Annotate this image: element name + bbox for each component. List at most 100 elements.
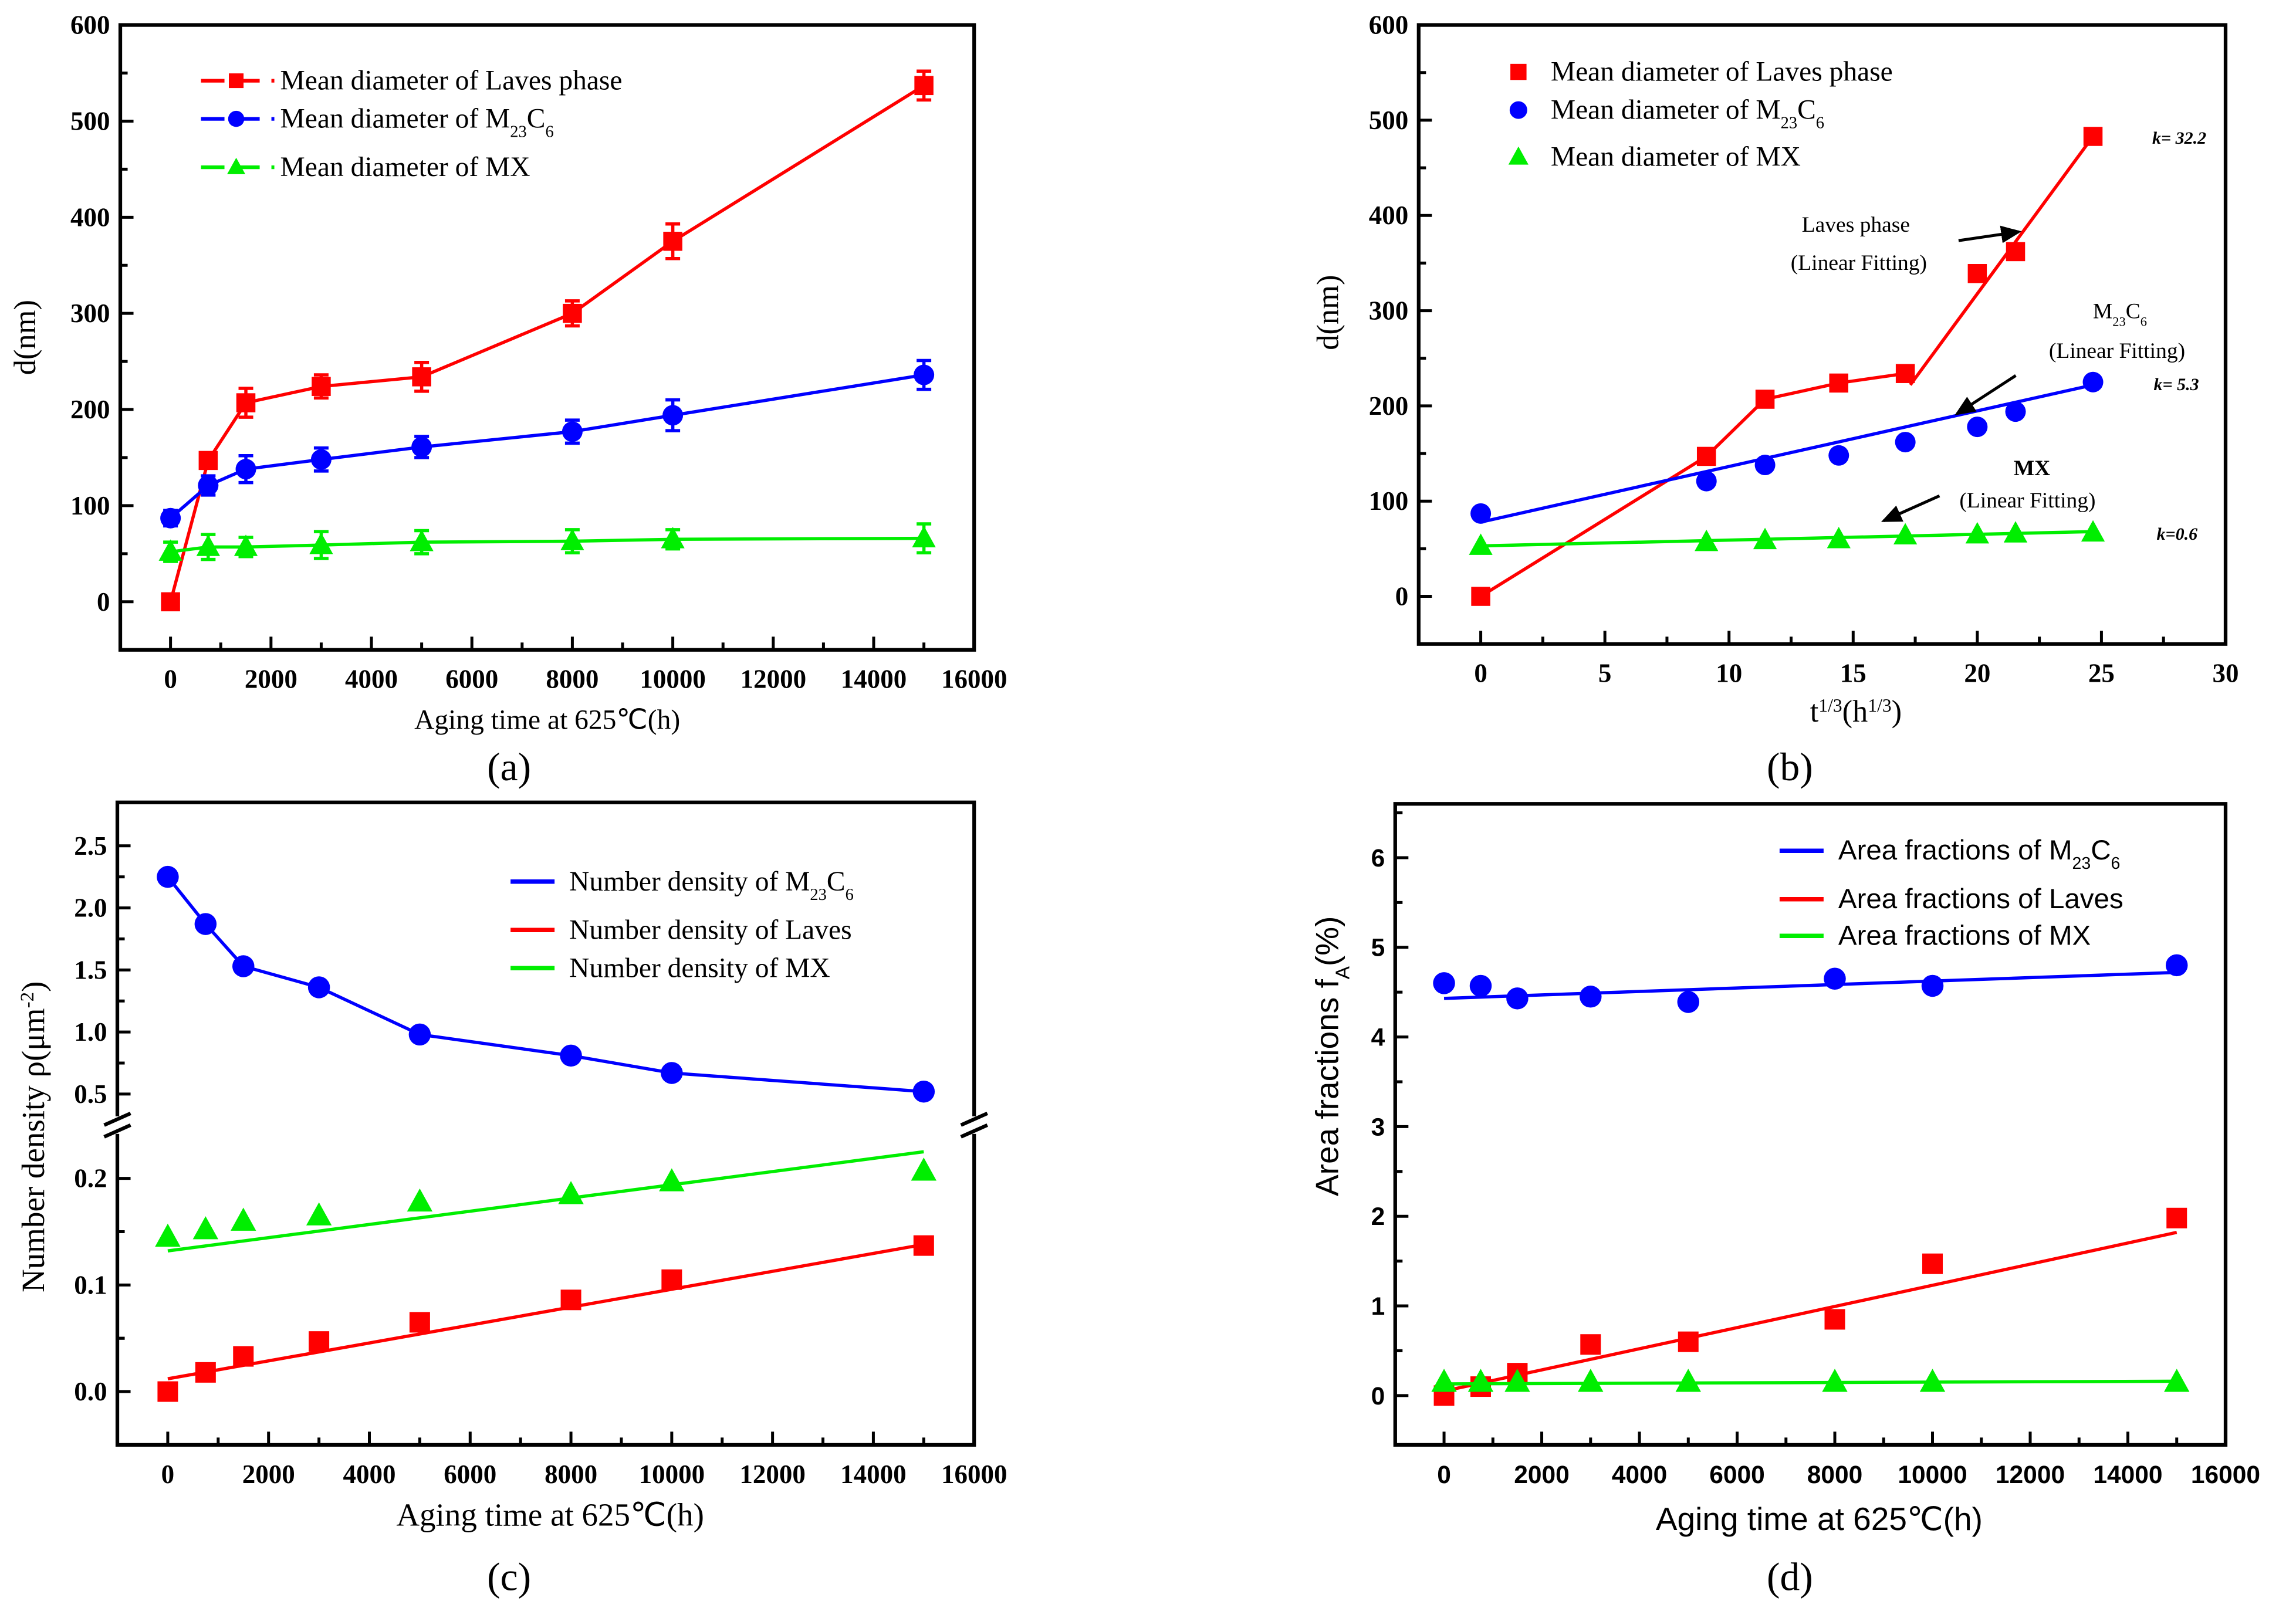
data-point: [234, 534, 258, 556]
series-area-fractions-of-laves: [1433, 1207, 2187, 1406]
data-point: [2083, 127, 2103, 146]
data-point: [157, 865, 179, 888]
y-tick-label: 2: [1371, 1203, 1385, 1231]
data-point: [1433, 972, 1455, 994]
x-tick-label: 6000: [445, 665, 498, 694]
data-point: [912, 1080, 935, 1103]
x-axis-label: t1/3(h1/3): [1810, 695, 1902, 729]
y-tick-label: 100: [1369, 486, 1409, 516]
data-point: [2166, 1207, 2187, 1228]
data-point: [1470, 503, 1492, 524]
x-tick-label: 0: [1474, 659, 1487, 688]
data-point: [2005, 401, 2026, 422]
y-tick-label: 1.5: [74, 955, 107, 984]
x-tick-label: 4000: [345, 665, 398, 694]
data-point: [1506, 987, 1529, 1010]
data-point: [1919, 1369, 1946, 1392]
x-tick-label: 10: [1716, 659, 1742, 688]
legend-label: Mean diameter of MX: [280, 152, 530, 182]
legend-label: Area fractions of M23C6: [1838, 835, 2120, 873]
data-point: [161, 592, 180, 612]
series-line: [169, 373, 925, 520]
legend-entry: Mean diameter of MX: [201, 152, 530, 182]
legend-marker: [229, 73, 244, 89]
data-point: [662, 405, 684, 426]
y-tick-label: 0.5: [74, 1079, 107, 1109]
data-point: [1965, 522, 1990, 544]
data-point: [2081, 520, 2105, 542]
x-tick-label: 5: [1598, 659, 1612, 688]
y-tick-label: 0.1: [74, 1270, 107, 1299]
data-point: [911, 1157, 937, 1181]
data-point: [196, 534, 220, 556]
fit-annotation: M23C6 (Linear Fitting): [1955, 300, 2185, 415]
data-point: [659, 1168, 685, 1192]
data-point: [155, 1223, 181, 1247]
panel-b-mean-diameter-vs-cube-root-time: 0 5 10 15 20 25 300100200300400500600t1/3(h1/3…: [1311, 11, 2238, 790]
data-point: [194, 913, 217, 935]
y-tick-label: 100: [70, 491, 110, 520]
y-tick-label: 600: [70, 11, 110, 40]
annotation-title: MX: [2014, 456, 2050, 480]
data-point: [409, 1312, 430, 1333]
data-point: [235, 459, 256, 480]
x-tick-label: 2000: [1514, 1461, 1570, 1489]
x-tick-label: 10000: [640, 665, 706, 694]
data-point: [1696, 470, 1717, 492]
data-point: [2082, 371, 2104, 392]
y-tick-label: 400: [70, 202, 110, 232]
annotation-subtitle: (Linear Fitting): [1791, 251, 1927, 275]
legend-marker: [228, 110, 245, 127]
data-point: [1922, 1253, 1943, 1274]
series-mean-diameter-of-mx: [1469, 520, 2105, 555]
legend-entry: Number density of M23C6: [510, 866, 854, 903]
data-point: [913, 1235, 934, 1256]
legend-entry: Mean diameter of M23C6: [201, 104, 554, 141]
data-point: [307, 976, 330, 998]
series-line: [166, 875, 924, 1094]
x-tick-label: 12000: [1996, 1461, 2065, 1489]
data-point: [309, 532, 333, 554]
legend-label: Mean diameter of M23C6: [1551, 95, 1824, 132]
data-point: [1467, 1369, 1494, 1392]
annotation-subtitle: (Linear Fitting): [1959, 489, 2095, 513]
y-tick-label: 4: [1371, 1024, 1385, 1052]
data-point: [1822, 1369, 1848, 1392]
x-tick-label: 8000: [1807, 1461, 1863, 1489]
data-point: [1755, 390, 1775, 409]
data-point: [1580, 1334, 1601, 1355]
legend-entry: Area fractions of MX: [1779, 920, 2091, 951]
data-point: [562, 421, 583, 442]
y-tick-label: 1.0: [74, 1017, 107, 1047]
y-tick-label: 2.5: [74, 831, 107, 861]
axis-break-mark: [103, 1123, 131, 1139]
x-tick-label: 2000: [245, 665, 297, 694]
x-tick-label: 0: [164, 665, 177, 694]
data-point: [1695, 529, 1719, 551]
data-point: [407, 1188, 433, 1212]
y-tick-label: 0: [97, 587, 110, 617]
y-tick-label: 600: [1369, 11, 1409, 40]
y-tick-label: 500: [70, 106, 110, 136]
data-point: [160, 507, 181, 529]
x-tick-label: 0: [1437, 1461, 1451, 1489]
series-mean-diameter-of-mx: [158, 522, 936, 563]
legend-entry: Number density of MX: [510, 953, 830, 983]
series-mean-diameter-of-laves-phase: [161, 69, 934, 612]
x-tick-label: 12000: [740, 665, 807, 694]
axis-break-mark: [103, 1111, 131, 1127]
panel-a-mean-diameter-vs-time: 0 2000 4000 6000 8000 10000 12000 14000 16000 0 10…: [8, 11, 1007, 790]
annotation-title: M23C6: [2093, 300, 2147, 329]
x-tick-label: 8000: [545, 1460, 597, 1489]
data-point: [1824, 967, 1846, 990]
x-tick-label: 30: [2212, 659, 2238, 688]
data-point: [661, 1269, 682, 1290]
legend-entry: Mean diameter of MX: [1508, 142, 1801, 172]
data-point: [2003, 521, 2028, 543]
panel-d-area-fractions: 0 2000 4000 6000 8000 10000 12000 14000 16000 0 1 2…: [1308, 802, 2260, 1599]
legend-entry: Mean diameter of M23C6: [1509, 95, 1824, 132]
legend-label: Number density of MX: [569, 953, 830, 983]
y-tick-label: 200: [70, 395, 110, 424]
data-point: [312, 377, 331, 396]
